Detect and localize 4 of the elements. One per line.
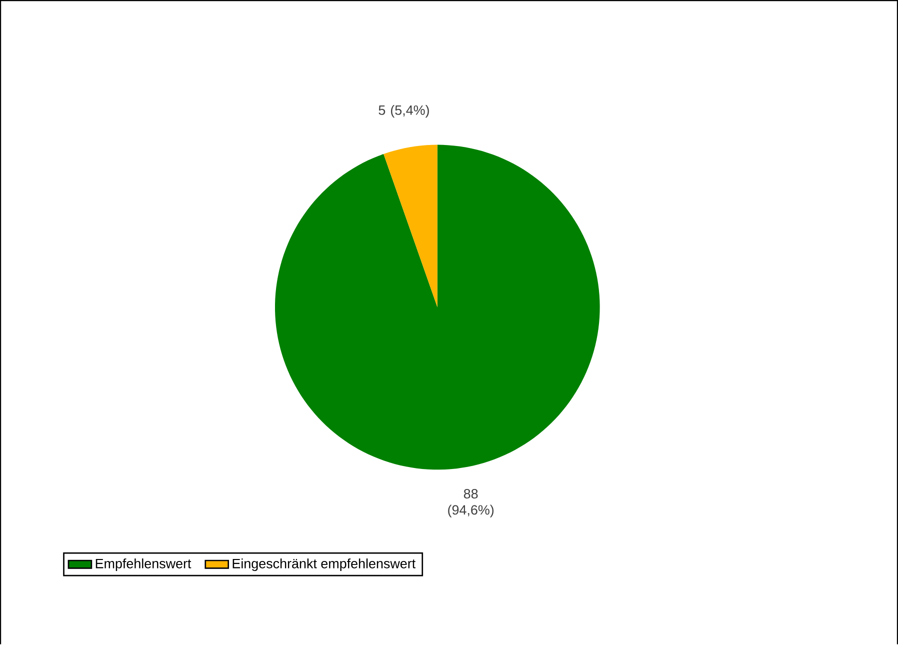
data-label: 5 (5,4%) <box>378 105 429 118</box>
legend-label: Empfehlenswert <box>96 558 192 572</box>
legend-label: Eingeschränkt empfehlenswert <box>232 558 416 572</box>
data-label: 88 (94,6%) <box>448 489 494 518</box>
